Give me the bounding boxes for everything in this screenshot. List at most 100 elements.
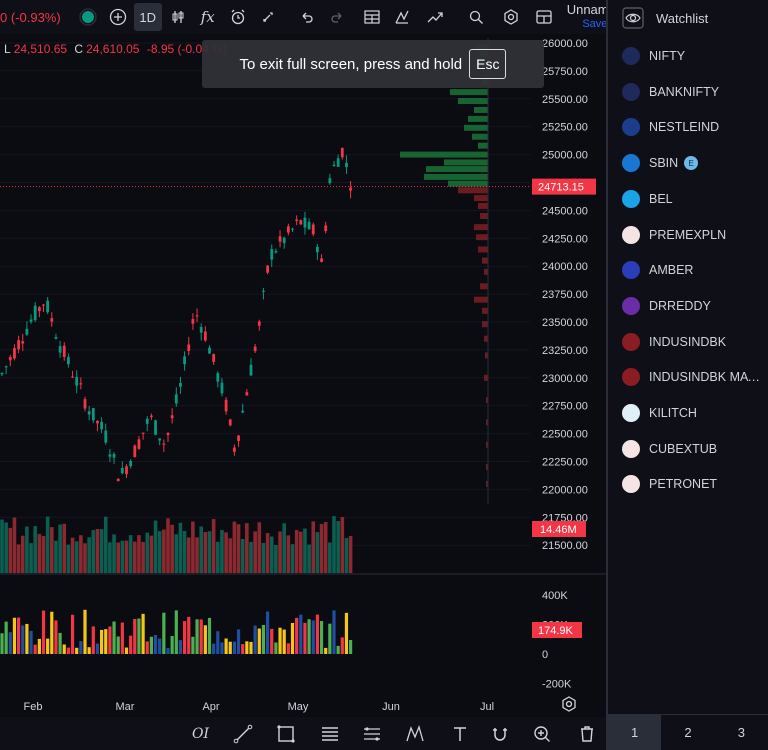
magnet-icon[interactable] (490, 723, 510, 745)
fullscreen-icon[interactable] (254, 3, 282, 31)
candle-body (145, 418, 149, 424)
price-axis-label: 21500.00 (542, 540, 588, 552)
settings-hex-icon[interactable] (497, 3, 525, 31)
watchlist-tab-2[interactable]: 2 (684, 725, 692, 740)
volume-bar (95, 529, 100, 573)
esc-key: Esc (469, 49, 507, 79)
price-axis-label: 26000.00 (542, 38, 588, 50)
candle-body (241, 410, 245, 413)
candle-body (62, 345, 66, 357)
oi-bar (340, 637, 344, 654)
price-chart-canvas[interactable]: 26000.00 25750.00 25500.00 25250.00 25000.00… (0, 34, 606, 717)
candle-body (266, 265, 269, 273)
interval-button[interactable]: 1D (133, 3, 162, 31)
earnings-badge: E (684, 156, 699, 171)
oi-bar (249, 641, 253, 654)
alert-icon[interactable] (224, 3, 252, 31)
price-axis-label: 24000.00 (542, 261, 588, 273)
panels-icon[interactable] (530, 3, 558, 31)
watchlist-item[interactable]: NESTLEIND (608, 111, 768, 143)
volume-profile-bar (476, 234, 488, 241)
watchlist-tab-1[interactable]: 1 (608, 715, 662, 750)
candle-body (79, 383, 83, 385)
watchlist-tab-3[interactable]: 3 (737, 725, 745, 740)
candle-body (162, 443, 166, 445)
line-tool-icon[interactable] (233, 723, 253, 745)
volume-profile-bar (484, 374, 488, 381)
watchlist-item[interactable]: DRREDDY (608, 290, 768, 322)
trend-icon[interactable] (421, 3, 449, 31)
watchlist-item[interactable]: KILITCH (608, 397, 768, 429)
volume-bar (153, 520, 158, 573)
volume-bar (216, 541, 220, 573)
volume-bar (137, 535, 141, 573)
oi-bar (37, 638, 41, 654)
volume-bar (145, 532, 150, 573)
candle-body (83, 399, 87, 409)
oi-button[interactable]: OI (192, 726, 210, 742)
watchlist-item[interactable]: CUBEXTUB (608, 433, 768, 465)
chart-area[interactable]: 26000.00 25750.00 25500.00 25250.00 25000.00… (0, 34, 606, 717)
strategy-icon[interactable] (388, 3, 416, 31)
watchlist-item[interactable]: AMBER (608, 254, 768, 286)
symbol-logo-icon (622, 332, 640, 351)
time-axis-label: May (288, 701, 309, 713)
volume-bar (315, 532, 320, 573)
watchlist-item[interactable]: PREMEXPLN (608, 219, 768, 251)
volume-bar (332, 516, 336, 573)
watchlist-item[interactable]: INDUSINDBK MAY ... (608, 361, 768, 393)
watchlist-title: Watchlist (656, 10, 709, 26)
pattern-icon[interactable] (405, 723, 425, 745)
indicators-fx-icon[interactable]: fx (200, 8, 215, 26)
candle-body (332, 164, 336, 167)
ohlc-legend: L 24,510.65 C 24,610.05 -8.95 (-0.04 %) (4, 42, 227, 56)
volume-bar (340, 517, 345, 573)
candle-body (282, 237, 286, 244)
oi-bar (162, 612, 166, 654)
volume-bar (16, 544, 21, 573)
fib-icon[interactable] (320, 723, 340, 745)
save-button[interactable]: Save (582, 18, 608, 30)
bar-style-icon[interactable] (164, 3, 192, 31)
candle-body (8, 357, 12, 361)
add-icon[interactable] (104, 3, 132, 31)
watchlist-item[interactable]: BANKNIFTY (608, 76, 768, 108)
volume-bar (274, 544, 278, 573)
candle-body (228, 419, 232, 426)
watchlist-item[interactable]: SBIN E (608, 147, 768, 179)
symbol-logo-icon (622, 439, 640, 458)
candle-body (108, 454, 112, 457)
text-icon[interactable] (450, 723, 470, 745)
watchlist-item[interactable]: INDUSINDBK (608, 326, 768, 358)
volume-bar (240, 538, 245, 573)
projection-icon[interactable] (362, 723, 382, 745)
volume-profile-bar (480, 212, 488, 219)
watchlist-item[interactable]: PETRONET (608, 468, 768, 500)
watchlist-item[interactable]: NIFTY (608, 40, 768, 72)
circle-dot-icon[interactable] (74, 3, 102, 31)
volume-bar (166, 518, 170, 573)
undo-icon[interactable] (293, 3, 321, 31)
oi-bar (54, 620, 58, 654)
candle-body (345, 162, 348, 168)
oi-bar (153, 635, 158, 654)
candle-body (216, 373, 220, 382)
oi-bar (129, 635, 133, 654)
eye-icon[interactable] (622, 7, 644, 29)
zoom-in-icon[interactable] (532, 723, 552, 745)
candle-body (100, 421, 103, 430)
rectangle-icon[interactable] (276, 723, 296, 745)
zoom-icon[interactable] (462, 3, 490, 31)
volume-bar (83, 543, 87, 573)
redo-icon[interactable] (323, 3, 351, 31)
watchlist-item[interactable]: BEL (608, 183, 768, 215)
chart-settings-icon[interactable] (562, 696, 576, 712)
candle-body (154, 420, 157, 435)
volume-profile-bar (450, 89, 488, 96)
volume-bar (203, 532, 208, 573)
trash-icon[interactable] (577, 723, 597, 745)
candle-body (129, 461, 133, 467)
layout-grid-icon[interactable] (358, 3, 386, 31)
volume-bar (4, 522, 8, 573)
